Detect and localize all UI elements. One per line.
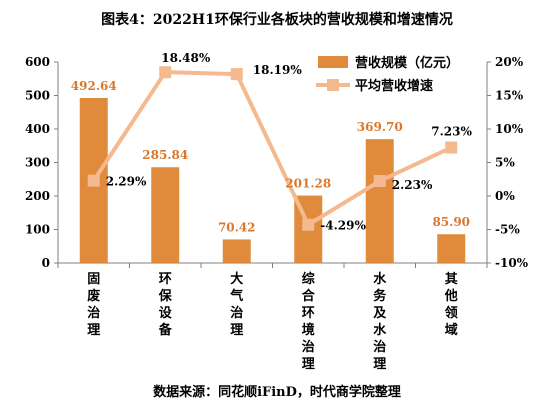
bar-value-label: 201.28 — [285, 177, 331, 191]
bar — [151, 167, 180, 263]
chart-title: 图表4：2022H1环保行业各板块的营收规模和增速情况 — [101, 11, 453, 28]
y-tick-left-label: 500 — [25, 89, 50, 103]
legend-bar-label: 营收规模（亿元） — [355, 55, 459, 71]
legend-line-marker — [327, 79, 339, 91]
y-tick-right-label: 15% — [495, 89, 524, 103]
line-value-label: 18.19% — [253, 63, 303, 77]
y-tick-left-label: 100 — [25, 223, 50, 237]
y-tick-left-label: 400 — [25, 122, 50, 136]
x-tick-label: 固废治理 — [87, 272, 100, 338]
line-value-label: -4.29% — [320, 219, 366, 233]
bar-value-label: 70.42 — [218, 220, 256, 234]
bar — [437, 234, 466, 263]
line-point-marker — [230, 68, 243, 81]
legend-line-label: 平均营收增速 — [355, 78, 433, 94]
legend-bar-swatch — [318, 56, 348, 68]
axes: 0 100 200 300 400 500 600 -10% -5% 0% 5% 10% 15% 20% 固… — [25, 55, 529, 372]
line-value-label: 2.23% — [392, 178, 433, 192]
chart-source: 数据来源：同花顺iFinD，时代商学院整理 — [153, 384, 401, 400]
y-tick-left-label: 300 — [25, 156, 50, 170]
x-tick-label: 大气治理 — [230, 271, 243, 338]
line-value-label: 2.29% — [106, 175, 147, 189]
line-point-marker — [302, 218, 315, 231]
line-point-marker — [373, 175, 386, 188]
data-labels-group: 492.64 285.84 70.42 201.28 369.70 85.90 2.29% 1… — [71, 51, 473, 234]
y-tick-right-label: -5% — [495, 223, 520, 237]
line-value-label: 18.48% — [161, 51, 211, 65]
y-tick-right-label: 0% — [495, 189, 515, 203]
x-tick-label: 水务及水治理 — [373, 271, 387, 372]
bar-value-label: 492.64 — [71, 79, 117, 93]
bar — [222, 239, 251, 263]
y-tick-right-label: 10% — [495, 122, 524, 136]
line-series-path — [92, 70, 453, 227]
x-tick-label: 环保设备 — [158, 272, 173, 338]
x-tick-label: 其他领域 — [444, 271, 458, 338]
y-tick-right-label: 20% — [495, 55, 524, 69]
line-value-label: 7.23% — [431, 125, 472, 139]
bar-value-label: 369.70 — [357, 120, 403, 134]
bar-value-label: 85.90 — [432, 215, 470, 229]
line-point-marker — [87, 174, 100, 187]
y-tick-left-label: 200 — [25, 189, 50, 203]
y-tick-left-label: 600 — [25, 55, 50, 69]
y-tick-right-label: -10% — [495, 256, 529, 270]
line-point-marker — [445, 141, 458, 154]
legend: 营收规模（亿元） 平均营收增速 — [316, 55, 459, 94]
line-point-marker — [159, 66, 172, 79]
line-series-group — [87, 66, 458, 231]
y-tick-left-label: 0 — [42, 256, 50, 270]
bar — [365, 139, 394, 263]
bar-value-label: 285.84 — [142, 148, 188, 162]
y-tick-right-label: 5% — [495, 156, 515, 170]
x-tick-label: 综合环境治理 — [302, 271, 316, 372]
